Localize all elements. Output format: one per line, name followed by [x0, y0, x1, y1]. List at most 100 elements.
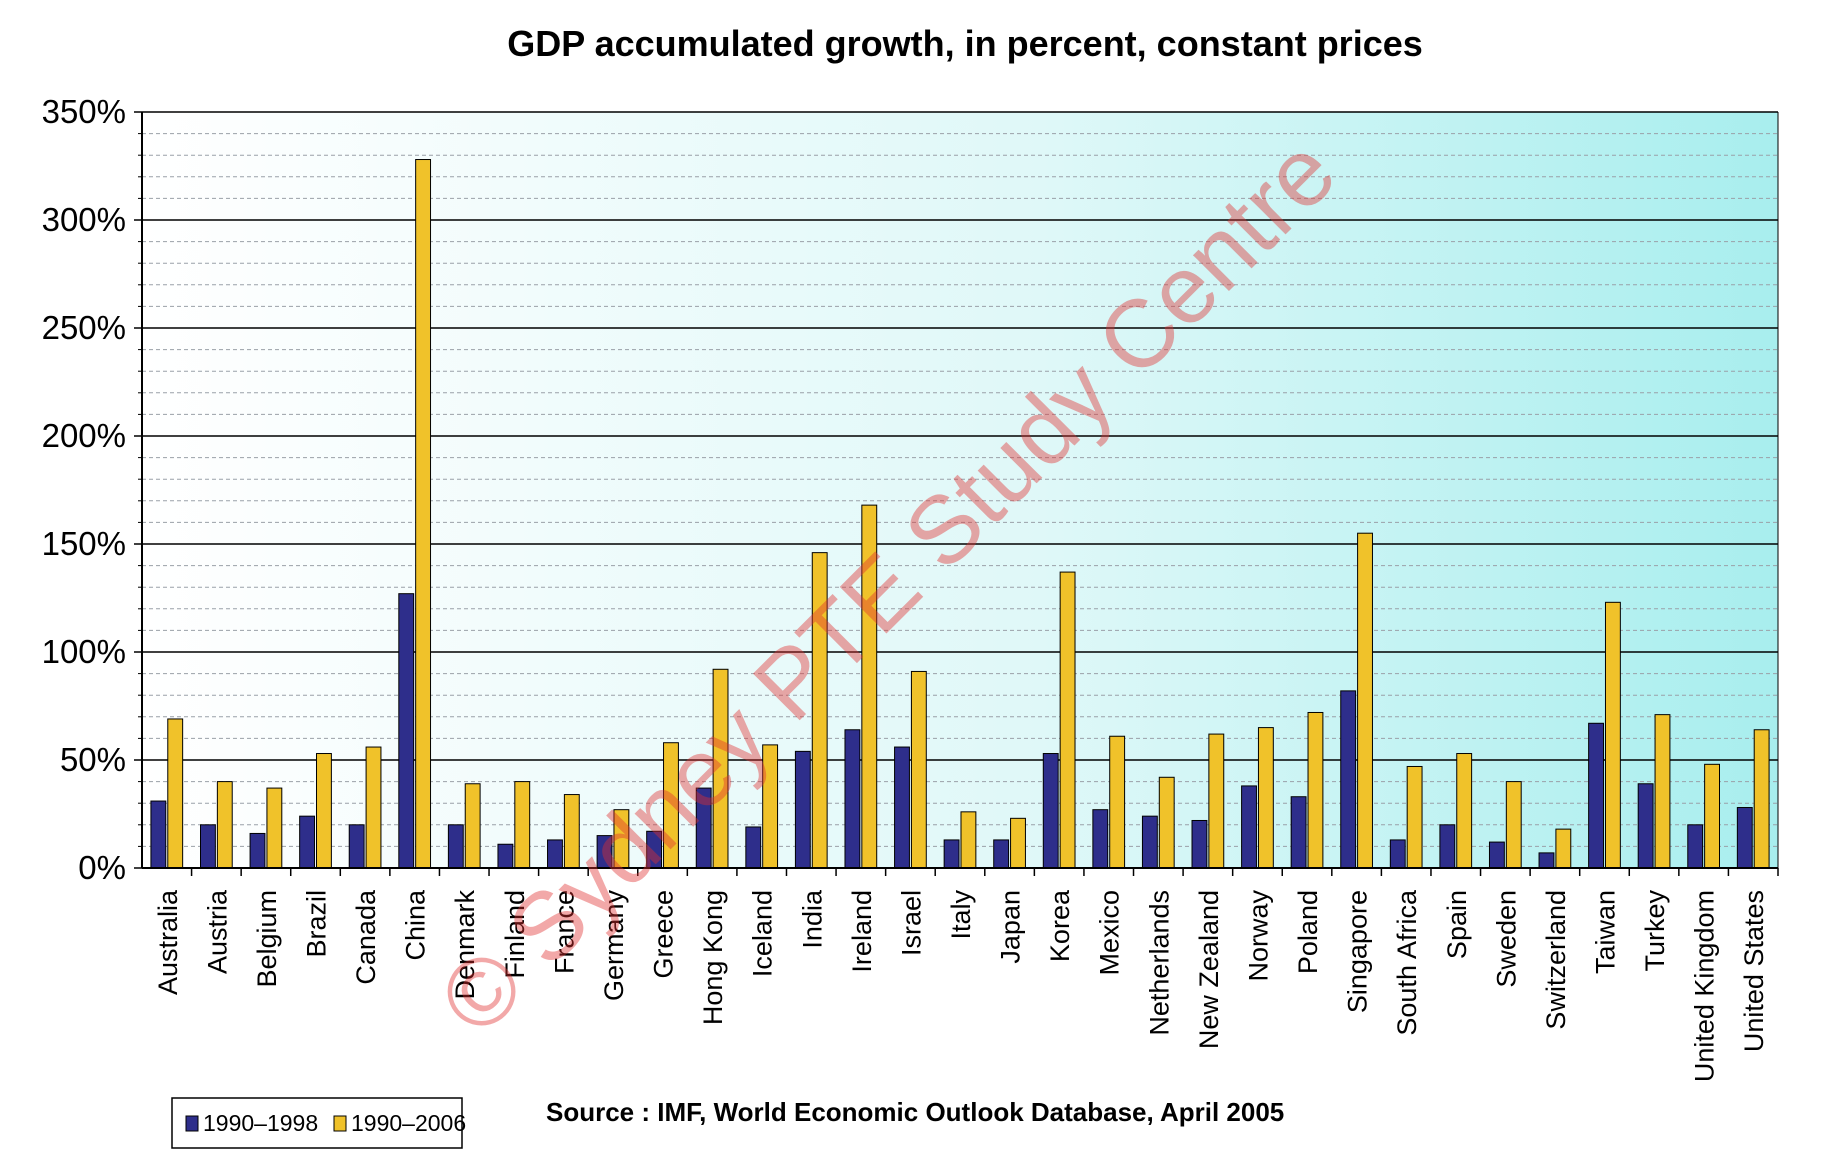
- bar-a-ireland: [844, 729, 861, 869]
- bar-b-australia: [167, 718, 184, 869]
- bar-b-poland: [1307, 711, 1324, 869]
- y-tick-label: 100%: [42, 633, 126, 670]
- bar-b-taiwan: [1604, 601, 1621, 869]
- bar-b-brazil: [316, 753, 332, 869]
- bar-a-sweden: [1488, 841, 1505, 869]
- bar-a-canada: [348, 824, 365, 869]
- x-tick-label: Norway: [1243, 890, 1273, 982]
- bar-b-south-africa: [1406, 765, 1423, 869]
- bar-a-japan: [993, 839, 1010, 869]
- bar-a-switzerland: [1538, 852, 1555, 869]
- legend-label: 1990–1998: [203, 1110, 318, 1136]
- bar-b-china: [415, 159, 432, 869]
- y-tick-label: 50%: [60, 741, 126, 778]
- x-tick-label: Denmark: [450, 890, 480, 1000]
- bar-b-canada: [365, 746, 382, 869]
- bar-a-italy: [943, 839, 960, 869]
- legend-label: 1990–2006: [351, 1110, 466, 1136]
- bar-a-india: [794, 750, 811, 869]
- bar-b-japan: [1010, 817, 1026, 869]
- plot-area: 0% 50% 100% 150% 200% 250% 300% 350% Australia Au…: [42, 93, 1779, 1082]
- bar-b-spain: [1456, 753, 1473, 869]
- x-tick-label: Taiwan: [1590, 890, 1620, 974]
- bar-a-china: [398, 593, 415, 869]
- bar-a-united-states: [1736, 807, 1753, 869]
- plot-background: [142, 112, 1778, 868]
- x-tick-label: Poland: [1293, 890, 1323, 974]
- legend-box: [171, 1097, 463, 1149]
- bar-b-korea: [1059, 571, 1076, 869]
- bar-b-austria: [216, 781, 233, 869]
- x-tick-label: Belgium: [252, 890, 282, 988]
- bar-b-united-kingdom: [1704, 763, 1721, 869]
- x-tick-label: South Africa: [1392, 889, 1422, 1036]
- y-tick-label: 250%: [42, 309, 126, 346]
- bar-a-south-africa: [1389, 839, 1406, 869]
- bar-a-denmark: [447, 824, 464, 869]
- x-tick-label: Switzerland: [1541, 890, 1571, 1030]
- x-tick-label: Spain: [1442, 890, 1472, 959]
- x-tick-label: France: [549, 890, 579, 974]
- y-tick-label: 0%: [78, 849, 126, 886]
- bar-b-netherlands: [1158, 776, 1175, 869]
- bar-a-netherlands: [1141, 815, 1158, 869]
- y-tick-label: 150%: [42, 525, 126, 562]
- x-tick-label: United States: [1739, 890, 1769, 1052]
- bar-b-turkey: [1654, 714, 1671, 869]
- x-tick-label: China: [401, 889, 431, 961]
- x-tick-label: India: [797, 889, 827, 949]
- x-tick-label: Hong Kong: [698, 890, 728, 1025]
- x-tick-label: Australia: [153, 889, 183, 995]
- bar-b-sweden: [1505, 781, 1522, 869]
- x-tick-label: Iceland: [748, 890, 778, 977]
- bar-b-denmark: [464, 783, 481, 869]
- bar-a-austria: [199, 824, 216, 869]
- x-tick-label: Singapore: [1343, 890, 1373, 1013]
- bar-a-poland: [1290, 796, 1307, 869]
- bar-b-israel: [910, 670, 927, 869]
- x-tick-label: Canada: [351, 889, 381, 985]
- bar-a-spain: [1439, 824, 1456, 869]
- bar-a-brazil: [299, 815, 316, 869]
- bar-a-turkey: [1637, 783, 1654, 869]
- bar-a-belgium: [249, 832, 266, 869]
- x-tick-label: Sweden: [1491, 890, 1521, 988]
- x-tick-label: Korea: [1045, 889, 1075, 962]
- bar-a-norway: [1241, 785, 1257, 869]
- y-tick-label: 200%: [42, 417, 126, 454]
- bar-a-new-zealand: [1191, 819, 1208, 869]
- x-tick-label: Ireland: [847, 890, 877, 973]
- bar-b-singapore: [1357, 532, 1373, 869]
- bar-a-mexico: [1092, 809, 1109, 869]
- x-tick-label: Netherlands: [1144, 890, 1174, 1036]
- bar-b-finland: [514, 781, 531, 869]
- bar-a-korea: [1042, 753, 1059, 869]
- bar-a-singapore: [1340, 690, 1357, 869]
- x-tick-label: Austria: [202, 889, 232, 974]
- legend: 1990–1998 1990–2006: [171, 1097, 466, 1149]
- x-tick-label: Greece: [649, 890, 679, 979]
- bar-a-finland: [497, 843, 514, 869]
- x-tick-label: Japan: [996, 890, 1026, 964]
- y-tick-label: 300%: [42, 201, 126, 238]
- bar-b-united-states: [1753, 729, 1770, 869]
- bar-b-switzerland: [1555, 828, 1572, 869]
- x-tick-label: Brazil: [302, 890, 332, 958]
- bar-a-israel: [894, 746, 910, 869]
- x-tick-label: Turkey: [1640, 890, 1670, 972]
- y-tick-label: 350%: [42, 93, 126, 130]
- x-tick-label: Finland: [500, 890, 530, 979]
- x-tick-label: Israel: [896, 890, 926, 956]
- x-tick-label: United Kingdom: [1690, 890, 1720, 1082]
- x-tick-label: Italy: [946, 890, 976, 940]
- legend-swatch: [333, 1115, 347, 1132]
- x-tick-label: Mexico: [1095, 890, 1125, 976]
- bar-b-norway: [1257, 727, 1274, 869]
- x-tick-label: Germany: [599, 890, 629, 1002]
- bar-b-italy: [960, 811, 977, 869]
- bar-b-mexico: [1109, 735, 1126, 869]
- bar-b-new-zealand: [1208, 733, 1225, 869]
- bar-a-australia: [150, 800, 167, 869]
